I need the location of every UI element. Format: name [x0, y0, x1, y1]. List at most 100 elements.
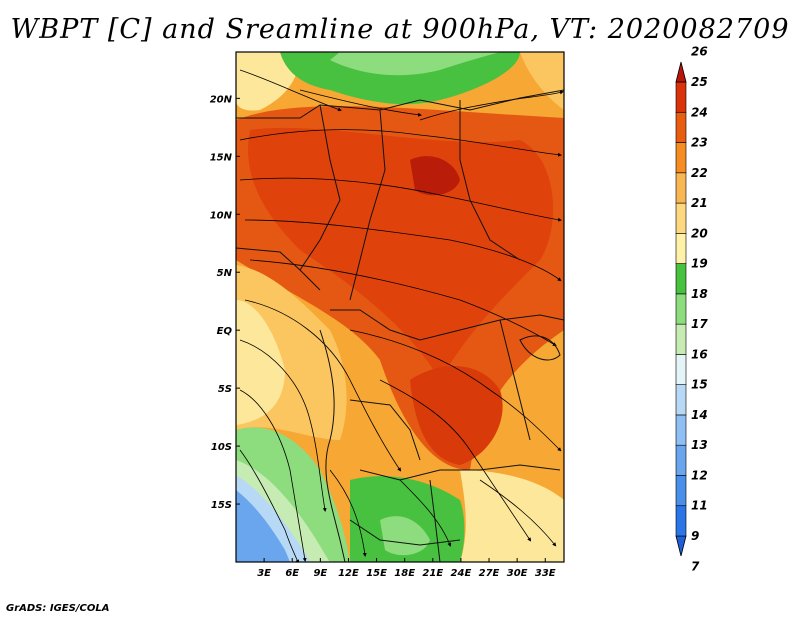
streamline [379, 379, 532, 542]
lon-tick-label: 27E [479, 568, 500, 579]
coastline [319, 329, 346, 562]
colorbar-label: 23 [691, 136, 708, 150]
colorbar-swatch [675, 323, 687, 355]
streamline [244, 219, 562, 282]
lat-tick-label: EQ [217, 326, 233, 337]
lon-tick-label: 18E [394, 568, 415, 579]
country-borders [236, 89, 564, 562]
border [330, 309, 564, 341]
wbpt-region-20-ne [520, 52, 564, 110]
colorbar-swatch [675, 172, 687, 204]
streamline [239, 129, 562, 157]
lat-tick-label: 20N [210, 94, 233, 105]
wbpt-region-19-nw [236, 52, 300, 111]
map-plot-area [236, 52, 564, 562]
wbpt-region-17-north [280, 52, 520, 105]
lon-tick-label: 30E [507, 568, 528, 579]
streamline [239, 449, 300, 562]
chart-title: WBPT [C] and Sreamline at 900hPa, VT: 20… [10, 14, 790, 45]
streamline [239, 177, 562, 222]
colorbar-min-arrow [675, 535, 687, 557]
lon-tick-label: 15E [366, 568, 387, 579]
colorbar-label: 13 [691, 438, 708, 452]
colorbar-label: 21 [691, 196, 708, 210]
longitude-ticks: 3E 6E 9E 12E 15E 18E 21E 24E 27E 30E 33E [257, 558, 556, 579]
colorbar-swatch [675, 414, 687, 446]
wbpt-region-25-south [410, 366, 503, 465]
border [349, 519, 461, 546]
streamline [399, 479, 452, 547]
border [429, 479, 441, 562]
streamline [244, 299, 402, 472]
lon-tick-label: 21E [422, 568, 443, 579]
lat-tick-label: 5N [217, 268, 233, 279]
latitude-ticks: 20N 15N 10N 5N EQ 5S 10S 15S [210, 94, 240, 511]
colorbar-label: 14 [691, 408, 708, 422]
colorbar-max-arrow [675, 61, 687, 83]
border [459, 100, 521, 261]
lon-tick-label: 24E [451, 568, 472, 579]
colorbar-swatch [675, 293, 687, 325]
lat-tick-label: 10N [210, 210, 233, 221]
colorbar-label: 26 [691, 45, 708, 59]
streamline [349, 329, 562, 452]
colorbar-label: 15 [691, 378, 708, 392]
streamline [479, 479, 557, 547]
border [349, 399, 421, 461]
lake [519, 335, 561, 361]
wbpt-region-16-north [330, 52, 500, 76]
colorbar-swatch [675, 475, 687, 507]
colorbar-swatch [675, 202, 687, 234]
colorbar-swatch [675, 233, 687, 264]
border [499, 319, 531, 441]
colorbar-label: 24 [691, 105, 708, 119]
footer-credit: GrADS: IGES/COLA [6, 603, 110, 614]
border [349, 109, 386, 301]
colorbar-swatch [675, 354, 687, 385]
lon-tick-label: 9E [313, 568, 327, 579]
lon-tick-label: 6E [285, 568, 299, 579]
streamline [249, 259, 557, 347]
colorbar-swatch [675, 263, 687, 295]
wbpt-region-24b [248, 127, 554, 381]
lon-tick-label: 3E [257, 568, 271, 579]
wbpt-region-25-north [410, 156, 460, 196]
colorbar-swatch [675, 384, 687, 416]
border [359, 464, 561, 481]
colorbar-label: 17 [691, 317, 708, 331]
border [299, 104, 341, 271]
colorbar-label: 20 [691, 226, 708, 240]
colorbar-swatch [675, 142, 687, 174]
colorbar-label: 12 [691, 468, 708, 482]
lon-tick-label: 33E [535, 568, 556, 579]
colorbar-label: 22 [691, 166, 708, 180]
colorbar-label: 16 [691, 347, 708, 361]
wbpt-region-16-se [380, 516, 430, 556]
streamline [299, 89, 422, 117]
lat-tick-label: 10S [211, 442, 232, 453]
colorbar-swatch [675, 111, 687, 143]
streamline [329, 469, 367, 557]
colorbar-label: 25 [691, 75, 708, 89]
colorbar: 7 9 11 12 13 14 15 16 17 18 19 20 21 22 23 24 25 26 [675, 45, 708, 573]
colorbar-label: 19 [691, 257, 708, 271]
wbpt-region-19-coast [236, 300, 285, 425]
colorbar-swatch [675, 81, 687, 113]
streamline [239, 389, 307, 562]
wbpt-region-12-ocean [236, 490, 290, 562]
coastline [236, 247, 321, 291]
streamlines [239, 69, 564, 562]
colorbar-label: 11 [691, 499, 708, 513]
streamline [239, 339, 327, 512]
border [236, 89, 564, 119]
colorbar-label: 18 [691, 287, 708, 301]
wbpt-region-19-se [460, 470, 564, 562]
colorbar-label: 7 [691, 559, 700, 573]
lat-tick-label: 15S [211, 500, 232, 511]
colorbar-swatch [675, 505, 687, 537]
map-frame [235, 51, 565, 563]
colorbar-label: 9 [691, 529, 699, 543]
lat-tick-label: 5S [218, 384, 232, 395]
lat-tick-label: 15N [210, 152, 233, 163]
